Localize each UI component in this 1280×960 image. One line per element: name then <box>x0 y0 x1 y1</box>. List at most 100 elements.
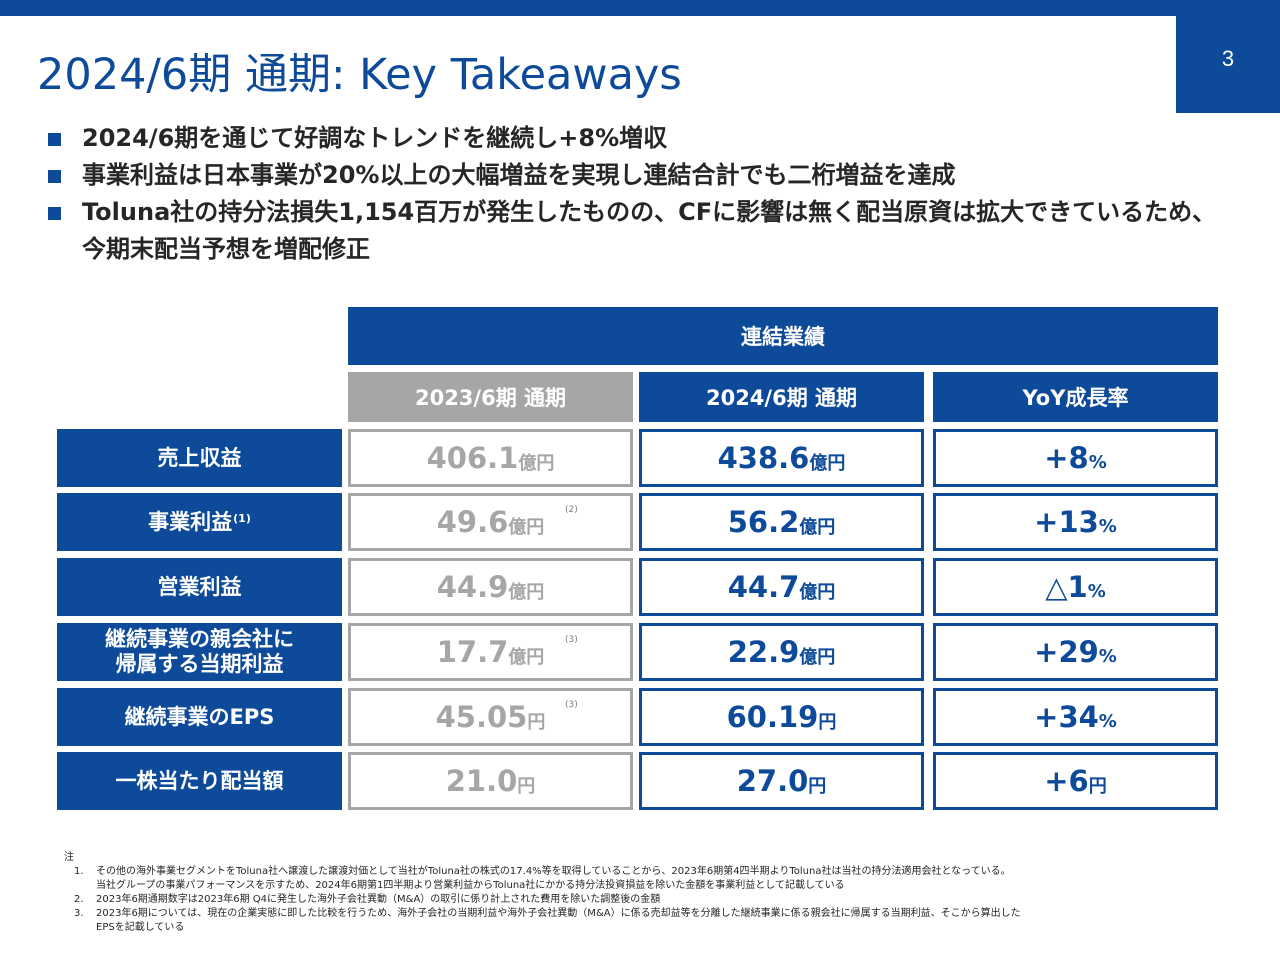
prev-value-cell: 44.9 億円 <box>348 558 633 616</box>
prev-value-cell-unit: 億円 <box>508 647 545 668</box>
yoy-value-cell-value: +29 <box>1034 635 1099 669</box>
current-value-cell-value: 22.9 <box>727 635 800 669</box>
column-header-current: 2024/6期 通期 <box>639 372 924 422</box>
current-value-cell-value: 56.2 <box>727 505 800 539</box>
yoy-value-cell: +13% <box>933 493 1218 551</box>
footnote-line: 2023年6期については、現在の企業実態に即した比較を行うため、海外子会社の当期… <box>96 908 1021 919</box>
top-bar <box>0 0 1280 16</box>
row-label: 継続事業のEPS <box>57 688 342 746</box>
row-label: 売上収益 <box>57 429 342 487</box>
yoy-value-cell: +29% <box>933 623 1218 681</box>
prev-value-cell: 17.7 億円 (3) <box>348 623 633 681</box>
footnote-item: 1. その他の海外事業セグメントをToluna社へ譲渡した譲渡対価として当社がT… <box>64 865 1244 893</box>
footnote-line: EPSを記載している <box>96 922 185 933</box>
prev-value-cell-value: 17.7 <box>436 635 509 669</box>
yoy-value-cell: +34% <box>933 688 1218 746</box>
yoy-value-cell-unit: % <box>1087 580 1106 602</box>
current-value-cell-value: 438.6 <box>717 441 810 475</box>
row-label: 継続事業の親会社に 帰属する当期利益 <box>57 623 342 681</box>
footnote-number: 2. <box>74 894 84 905</box>
row-label: 一株当たり配当額 <box>57 752 342 810</box>
prev-value-note-ref: (3) <box>565 700 578 710</box>
footnote-number: 3. <box>74 908 84 919</box>
row-label-text: 売上収益 <box>157 445 242 470</box>
footnote-heading: 注 <box>64 852 74 863</box>
current-value-cell: 56.2 億円 <box>639 493 924 551</box>
row-label-text: 事業利益 <box>148 509 233 534</box>
column-header-yoy: YoY成長率 <box>933 372 1218 422</box>
yoy-value-cell: +6 円 <box>933 752 1218 810</box>
current-value-cell-unit: 円 <box>818 712 837 733</box>
row-label-text: 営業利益 <box>157 574 242 599</box>
column-header-prev: 2023/6期 通期 <box>348 372 633 422</box>
current-value-cell-unit: 億円 <box>799 582 836 603</box>
yoy-value-cell-unit: % <box>1098 645 1117 667</box>
footnotes: 注 1. その他の海外事業セグメントをToluna社へ譲渡した譲渡対価として当社… <box>64 851 1244 935</box>
yoy-value-cell-unit: % <box>1098 515 1117 537</box>
prev-value-cell-unit: 億円 <box>508 582 545 603</box>
current-value-cell: 22.9 億円 <box>639 623 924 681</box>
page-title: 2024/6期 通期: Key Takeaways <box>37 50 682 100</box>
bullet-item: Toluna社の持分法損失1,154百万が発生したものの、CFに影響は無く配当原… <box>46 194 1246 268</box>
bullet-list: 2024/6期を通じて好調なトレンドを継続し+8%増収 事業利益は日本事業が20… <box>46 120 1246 268</box>
current-value-cell-unit: 億円 <box>799 517 836 538</box>
yoy-value-cell: △1% <box>933 558 1218 616</box>
yoy-value-cell-value: +34 <box>1034 700 1099 734</box>
prev-value-cell-value: 406.1 <box>426 441 519 475</box>
current-value-cell: 60.19 円 <box>639 688 924 746</box>
bullet-square-icon <box>48 133 61 146</box>
prev-value-cell: 45.05 円 (3) <box>348 688 633 746</box>
bullet-item: 2024/6期を通じて好調なトレンドを継続し+8%増収 <box>46 120 1246 157</box>
footnote-line: 当社グループの事業パフォーマンスを示すため、2024年6期第1四半期より営業利益… <box>96 880 845 891</box>
footnote-item: 3. 2023年6期については、現在の企業実態に即した比較を行うため、海外子会社… <box>64 907 1244 935</box>
prev-value-cell-value: 49.6 <box>436 505 509 539</box>
group-header: 連結業績 <box>348 307 1218 365</box>
prev-value-cell-value: 45.05 <box>435 700 528 734</box>
page-number: 3 <box>1221 46 1235 71</box>
bullet-square-icon <box>48 207 61 220</box>
prev-value-cell: 49.6 億円 (2) <box>348 493 633 551</box>
bullet-text: 2024/6期を通じて好調なトレンドを継続し+8%増収 <box>82 124 668 152</box>
current-value-cell-unit: 億円 <box>799 647 836 668</box>
yoy-value-cell: +8% <box>933 429 1218 487</box>
prev-value-cell-unit: 億円 <box>518 453 555 474</box>
prev-value-cell-unit: 円 <box>527 712 546 733</box>
yoy-value-cell-unit: 円 <box>1088 776 1107 797</box>
bullet-item: 事業利益は日本事業が20%以上の大幅増益を実現し連結合計でも二桁増益を達成 <box>46 157 1246 194</box>
row-label-note-ref: (1) <box>233 511 251 525</box>
current-value-cell-value: 27.0 <box>736 764 809 798</box>
current-value-cell: 44.7 億円 <box>639 558 924 616</box>
prev-value-cell: 406.1 億円 <box>348 429 633 487</box>
bullet-square-icon <box>48 170 61 183</box>
current-value-cell: 438.6 億円 <box>639 429 924 487</box>
prev-value-note-ref: (3) <box>565 635 578 645</box>
footnote-line: 2023年6期通期数字は2023年6期 Q4に発生した海外子会社異動（M&A）の… <box>96 894 661 905</box>
bullet-text: 事業利益は日本事業が20%以上の大幅増益を実現し連結合計でも二桁増益を達成 <box>82 161 956 189</box>
row-label-text: 継続事業のEPS <box>124 704 275 729</box>
bullet-text: Toluna社の持分法損失1,154百万が発生したものの、CFに影響は無く配当原… <box>82 198 1217 263</box>
prev-value-cell: 21.0 円 <box>348 752 633 810</box>
yoy-value-cell-value: +6 <box>1044 764 1089 798</box>
footnote-number: 1. <box>74 866 84 877</box>
row-label: 営業利益 <box>57 558 342 616</box>
yoy-value-cell-unit: % <box>1088 451 1107 473</box>
yoy-value-cell-value: +8 <box>1044 441 1089 475</box>
row-label: 事業利益 (1) <box>57 493 342 551</box>
current-value-cell-unit: 億円 <box>809 453 846 474</box>
row-label-text: 継続事業の親会社に 帰属する当期利益 <box>105 627 294 676</box>
current-value-cell-value: 60.19 <box>726 700 819 734</box>
footnote-item: 2. 2023年6期通期数字は2023年6期 Q4に発生した海外子会社異動（M&… <box>64 893 1244 907</box>
prev-value-note-ref: (2) <box>565 505 578 515</box>
prev-value-cell-value: 21.0 <box>445 764 518 798</box>
prev-value-cell-unit: 億円 <box>508 517 545 538</box>
yoy-value-cell-unit: % <box>1098 710 1117 732</box>
page-number-box: 3 <box>1176 16 1280 113</box>
current-value-cell-unit: 円 <box>808 776 827 797</box>
yoy-value-cell-value: +13 <box>1034 505 1099 539</box>
current-value-cell: 27.0 円 <box>639 752 924 810</box>
yoy-value-cell-value: △1 <box>1045 570 1088 604</box>
row-label-text: 一株当たり配当額 <box>115 768 284 793</box>
prev-value-cell-value: 44.9 <box>436 570 509 604</box>
prev-value-cell-unit: 円 <box>517 776 536 797</box>
footnote-line: その他の海外事業セグメントをToluna社へ譲渡した譲渡対価として当社がTolu… <box>96 866 1011 877</box>
